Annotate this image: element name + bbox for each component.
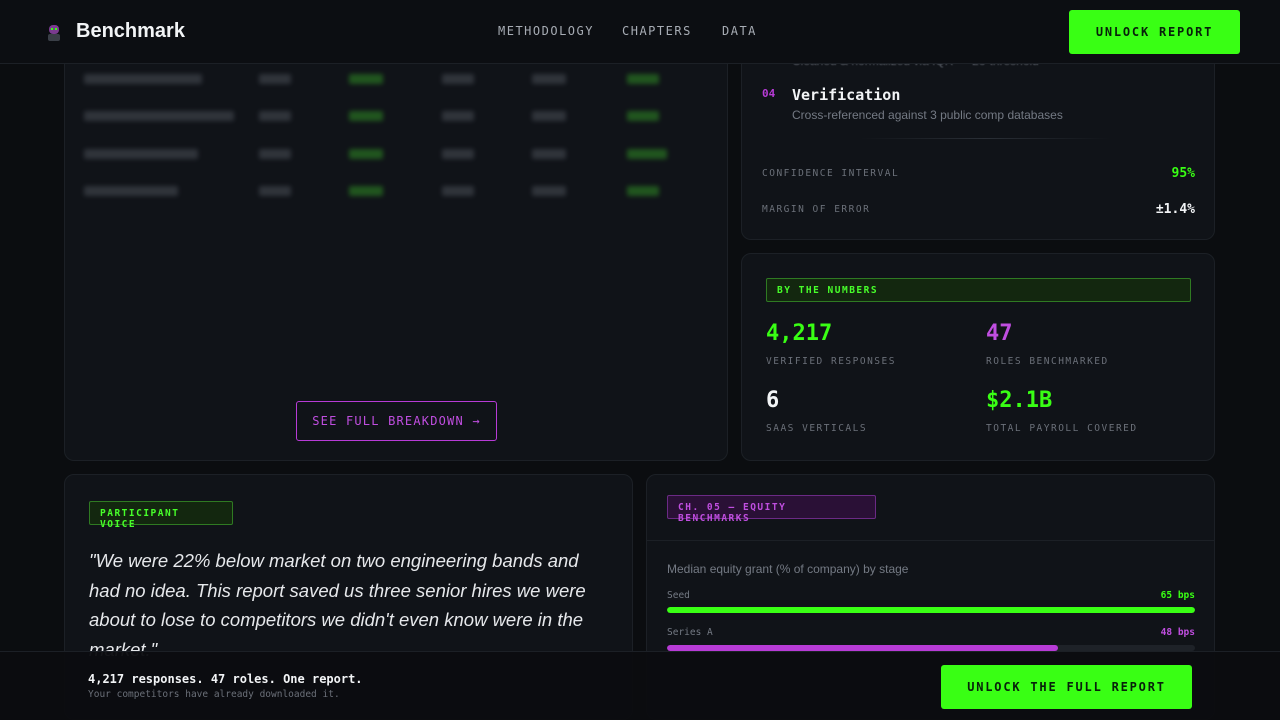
unlock-report-button[interactable]: UNLOCK REPORT xyxy=(1069,10,1240,54)
stat-total-payroll: $2.1B xyxy=(986,388,1053,413)
table-row xyxy=(84,186,684,198)
see-full-breakdown-button[interactable]: SEE FULL BREAKDOWN → xyxy=(296,401,497,441)
stat-label: TOTAL PAYROLL COVERED xyxy=(986,423,1138,434)
margin-of-error-value: ±1.4% xyxy=(1155,202,1195,217)
bar-label-series-a: Series A xyxy=(667,627,713,638)
table-row xyxy=(84,74,684,86)
table-row xyxy=(84,149,684,161)
top-nav-bar: Benchmark METHODOLOGY CHAPTERS DATA UNLO… xyxy=(0,0,1280,64)
nav-chapters[interactable]: CHAPTERS xyxy=(622,24,692,38)
footer-title: 4,217 responses. 47 roles. One report. xyxy=(88,672,363,686)
step-description: Cross-referenced against 3 public comp d… xyxy=(792,108,1063,122)
bar-track-series-a xyxy=(667,645,1195,651)
nav-methodology[interactable]: METHODOLOGY xyxy=(498,24,594,38)
stat-label: VERIFIED RESPONSES xyxy=(766,356,896,367)
stat-label: ROLES BENCHMARKED xyxy=(986,356,1109,367)
brand-name[interactable]: Benchmark xyxy=(76,20,185,42)
equity-chapter-badge: CH. 05 — EQUITY BENCHMARKS xyxy=(667,495,876,524)
divider xyxy=(647,540,1214,541)
locked-table-panel xyxy=(64,40,728,461)
nav-data[interactable]: DATA xyxy=(722,24,757,38)
stat-verified-responses: 4,217 xyxy=(766,321,833,346)
confidence-interval-value: 95% xyxy=(1171,166,1195,181)
methodology-panel xyxy=(741,40,1215,240)
by-the-numbers-badge: BY THE NUMBERS xyxy=(766,278,1191,302)
confidence-interval-label: CONFIDENCE INTERVAL xyxy=(762,168,900,179)
bar-fill-series-a xyxy=(667,645,1058,651)
bar-value-seed: 65 bps xyxy=(1160,590,1195,601)
sticky-cta-bar: 4,217 responses. 47 roles. One report. Y… xyxy=(0,651,1280,720)
table-row xyxy=(84,111,684,123)
bar-fill-seed xyxy=(667,607,1195,613)
step-number: 04 xyxy=(762,87,776,100)
logo-icon xyxy=(48,25,60,41)
testimonial-quote: "We were 22% below market on two enginee… xyxy=(89,550,586,660)
equity-subtitle: Median equity grant (% of company) by st… xyxy=(667,562,909,576)
bar-track-seed xyxy=(667,607,1195,613)
participant-voice-badge: PARTICIPANT VOICE xyxy=(89,501,233,530)
stat-saas-verticals: 6 xyxy=(766,388,780,413)
unlock-full-report-button[interactable]: UNLOCK THE FULL REPORT xyxy=(941,665,1192,709)
bar-value-series-a: 48 bps xyxy=(1160,627,1195,638)
stat-label: SAAS VERTICALS xyxy=(766,423,868,434)
footer-subtitle: Your competitors have already downloaded… xyxy=(88,689,340,700)
stat-roles-benchmarked: 47 xyxy=(986,321,1013,346)
divider xyxy=(860,138,1110,139)
margin-of-error-label: MARGIN OF ERROR xyxy=(762,204,871,215)
bar-label-seed: Seed xyxy=(667,590,690,601)
step-title: Verification xyxy=(792,86,901,104)
